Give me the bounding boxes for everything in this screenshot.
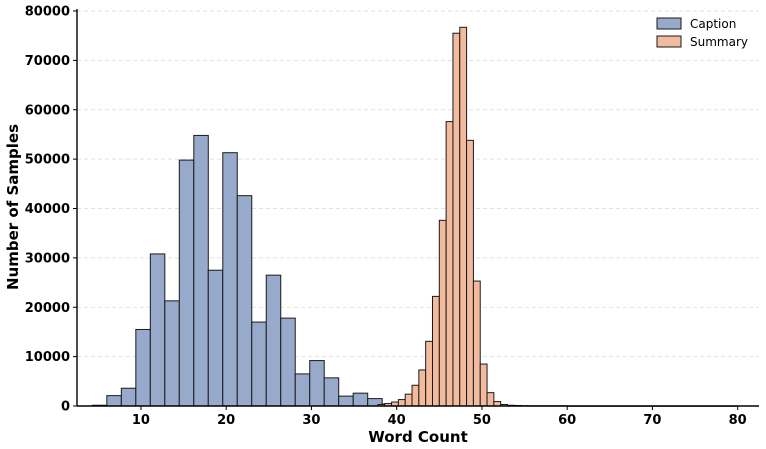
x-tick-label: 40	[388, 413, 406, 428]
legend-label-caption: Caption	[690, 17, 736, 31]
summary-bar	[438, 219, 447, 407]
caption-bar	[280, 317, 296, 407]
summary-bar	[466, 139, 474, 407]
x-tick-label: 80	[729, 413, 747, 428]
x-tick-label: 20	[217, 413, 235, 428]
y-tick-label: 60000	[25, 103, 70, 118]
summary-bar	[425, 340, 433, 407]
caption-bar	[309, 360, 325, 407]
x-tick-label: 70	[643, 413, 661, 428]
summary-bar	[431, 295, 440, 407]
caption-bar	[149, 253, 166, 407]
caption-bar	[207, 269, 224, 407]
legend-swatch-caption	[656, 17, 682, 30]
caption-bar	[323, 377, 340, 407]
y-tick-label: 50000	[25, 153, 70, 168]
caption-bars	[91, 134, 412, 407]
x-tick-label: 30	[302, 413, 320, 428]
summary-bar	[411, 384, 420, 407]
legend-label-summary: Summary	[690, 35, 748, 49]
caption-bar	[222, 152, 238, 407]
y-tick-label: 30000	[25, 251, 70, 266]
x-tick-label: 50	[473, 413, 491, 428]
caption-bar	[294, 373, 311, 407]
summary-bar	[397, 399, 406, 407]
caption-bar	[178, 159, 195, 407]
caption-bar	[251, 321, 267, 407]
legend: Caption Summary	[656, 17, 748, 49]
caption-bar	[265, 274, 282, 407]
y-tick-label: 40000	[25, 202, 70, 217]
y-tick-label: 20000	[25, 301, 70, 316]
summary-bar	[452, 32, 461, 407]
caption-bar	[164, 300, 180, 407]
summary-bar	[404, 393, 413, 407]
summary-bar	[479, 363, 488, 407]
x-tick-label: 10	[132, 413, 150, 428]
caption-bar	[236, 195, 253, 407]
summary-bars	[377, 26, 739, 407]
y-tick-label: 80000	[25, 5, 70, 20]
caption-bar	[120, 387, 137, 407]
y-tick-label: 0	[61, 400, 70, 415]
x-axis-title: Word Count	[368, 428, 468, 446]
summary-bar	[472, 280, 481, 407]
y-axis-title: Number of Samples	[4, 124, 22, 290]
caption-bar	[352, 392, 369, 407]
caption-bar	[193, 134, 209, 407]
y-tick-label: 10000	[25, 350, 70, 365]
legend-swatch-summary	[656, 35, 682, 48]
caption-bar	[135, 328, 151, 407]
summary-bar	[486, 392, 495, 407]
summary-bar	[459, 26, 468, 407]
y-tick-label: 70000	[25, 54, 70, 69]
caption-bar	[338, 395, 354, 407]
x-axis-ticks: 10 20 30 40 50 60 70 80	[132, 406, 747, 428]
x-tick-label: 60	[558, 413, 576, 428]
summary-bar	[445, 121, 454, 407]
summary-bar	[418, 369, 427, 407]
caption-bar	[106, 395, 122, 407]
axes	[76, 9, 759, 407]
y-axis-ticks: 0 10000 20000 30000 40000 50000 60000 70000 8000…	[25, 5, 77, 415]
